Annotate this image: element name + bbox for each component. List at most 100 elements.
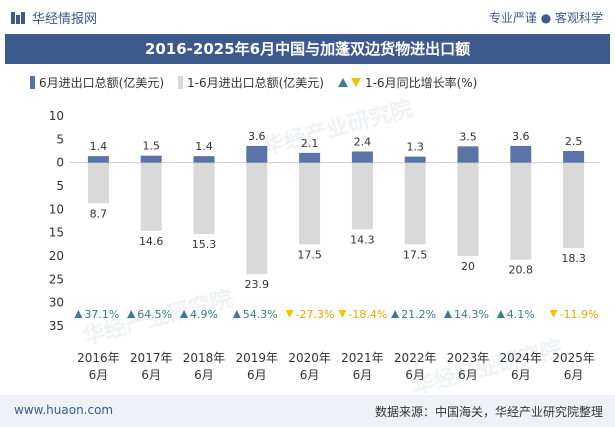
brand-logo-icon <box>11 11 25 24</box>
bar-monthly <box>404 156 426 163</box>
triangle-down-icon <box>350 78 361 87</box>
growth-label: 37.1% <box>84 308 119 321</box>
growth-down-marker <box>285 310 294 318</box>
data-label-cumulative: 17.5 <box>297 248 322 261</box>
data-label-monthly: 1.5 <box>142 140 160 153</box>
y-tick-label: 25 <box>49 272 64 286</box>
y-tick-label: 10 <box>49 202 64 216</box>
y-tick-label: 5 <box>56 132 64 146</box>
bar-cumulative <box>457 162 479 256</box>
brand-name: 华经情报网 <box>32 12 98 27</box>
legend-item-monthly: 6月进出口总额(亿美元) <box>30 74 164 91</box>
top-bar: 华经情报网 专业严谨 ● 客观科学 <box>0 0 615 34</box>
data-label-cumulative: 15.3 <box>192 238 217 251</box>
bar-monthly <box>457 146 479 163</box>
data-label-cumulative: 14.3 <box>350 233 375 246</box>
footer: www.huaon.com 数据来源：中国海关，华经产业研究院整理 <box>0 395 615 427</box>
legend-item-cumulative: 1-6月进出口总额(亿美元) <box>178 74 324 91</box>
growth-label: 54.3% <box>243 308 278 321</box>
growth-down-marker <box>549 310 558 318</box>
x-tick-label-month: 6月 <box>353 368 373 382</box>
bar-cumulative <box>351 162 373 230</box>
growth-label: -11.9% <box>560 308 599 321</box>
x-tick-label-year: 2019年 <box>236 351 279 365</box>
data-label-monthly: 3.6 <box>512 130 530 143</box>
x-tick-label-month: 6月 <box>89 368 109 382</box>
growth-label: 21.2% <box>401 308 436 321</box>
x-tick-label-month: 6月 <box>194 368 214 382</box>
data-label-cumulative: 23.9 <box>245 278 270 291</box>
chart-title: 2016-2025年6月中国与加蓬双边货物进出口额 <box>144 40 471 58</box>
data-label-monthly: 2.4 <box>354 135 372 148</box>
bar-monthly <box>140 155 162 163</box>
x-tick-label-year: 2024年 <box>500 351 543 365</box>
growth-up-marker <box>444 310 452 318</box>
x-tick-label-year: 2022年 <box>394 351 437 365</box>
growth-up-marker <box>127 310 136 318</box>
x-tick-label-year: 2017年 <box>130 351 173 365</box>
x-tick-label-year: 2023年 <box>447 351 490 365</box>
bar-cumulative <box>193 162 215 235</box>
growth-label: 14.3% <box>454 308 489 321</box>
chart-plot: 10 5 0 5 10 15 20 25 30 35 8.7 1.4 37.1% 2016年 6月 14.6 1… <box>49 109 600 382</box>
x-tick-label-month: 6月 <box>247 368 267 382</box>
growth-up-marker <box>232 310 241 318</box>
growth-label: -18.4% <box>348 308 387 321</box>
y-tick-label: 10 <box>49 109 64 123</box>
y-tick-label: 35 <box>49 319 64 333</box>
footer-source: 数据来源：中国海关，华经产业研究院整理 <box>374 405 603 419</box>
bar-cumulative <box>510 162 532 260</box>
data-label-cumulative: 18.3 <box>561 252 586 265</box>
growth-up-marker <box>391 310 400 318</box>
growth-label: 64.5% <box>137 308 172 321</box>
bar-monthly <box>510 145 532 163</box>
y-tick-label: 5 <box>56 179 64 193</box>
bar-monthly <box>87 156 109 163</box>
bar-cumulative <box>87 162 109 204</box>
x-tick-label-month: 6月 <box>458 368 478 382</box>
data-label-monthly: 2.5 <box>565 135 583 148</box>
data-label-cumulative: 20 <box>461 260 475 273</box>
bar-cumulative <box>140 162 162 231</box>
brand[interactable]: 华经情报网 <box>10 8 97 27</box>
growth-up-marker <box>74 310 83 318</box>
growth-label: -27.3% <box>296 308 335 321</box>
x-tick-label-year: 2016年 <box>77 351 120 365</box>
x-tick-label-month: 6月 <box>511 368 531 382</box>
growth-label: 4.9% <box>190 308 218 321</box>
legend-swatch-cumulative <box>178 76 183 89</box>
legend-item-growth: 1-6月同比增长率(%) <box>337 74 478 91</box>
slogan: 专业严谨 ● 客观科学 <box>488 11 603 25</box>
x-tick-label-year: 2018年 <box>183 351 226 365</box>
y-tick-label: 30 <box>49 296 64 310</box>
data-label-monthly: 3.5 <box>459 130 477 143</box>
x-tick-label-month: 6月 <box>564 368 584 382</box>
data-label-cumulative: 20.8 <box>509 264 534 277</box>
data-label-monthly: 1.4 <box>195 140 213 153</box>
data-label-monthly: 1.4 <box>90 140 108 153</box>
footer-site-link[interactable]: www.huaon.com <box>14 403 114 417</box>
bar-cumulative <box>404 162 426 245</box>
bar-monthly <box>246 145 268 163</box>
x-tick-label-month: 6月 <box>300 368 320 382</box>
title-bar: 2016-2025年6月中国与加蓬双边货物进出口额 <box>5 34 610 64</box>
bar-monthly <box>193 156 215 163</box>
data-label-cumulative: 8.7 <box>90 207 108 220</box>
x-tick-label-year: 2021年 <box>341 351 384 365</box>
y-tick-label: 0 <box>56 156 64 170</box>
legend-swatch-monthly <box>30 76 35 89</box>
bar-monthly <box>299 152 321 163</box>
legend-label-growth: 1-6月同比增长率(%) <box>364 76 478 90</box>
legend-label-monthly: 6月进出口总额(亿美元) <box>39 76 164 90</box>
triangle-up-icon <box>337 78 348 87</box>
bar-cumulative <box>563 162 585 249</box>
data-label-cumulative: 17.5 <box>403 248 428 261</box>
data-label-monthly: 3.6 <box>248 130 266 143</box>
chart-legend: 6月进出口总额(亿美元) 1-6月进出口总额(亿美元) 1-6月同比增长率(%) <box>30 74 491 91</box>
legend-label-cumulative: 1-6月进出口总额(亿美元) <box>187 76 324 90</box>
bar-cumulative <box>246 162 268 275</box>
x-tick-label-year: 2025年 <box>552 351 595 365</box>
growth-label: 4.1% <box>507 308 535 321</box>
x-tick-label-year: 2020年 <box>288 351 331 365</box>
